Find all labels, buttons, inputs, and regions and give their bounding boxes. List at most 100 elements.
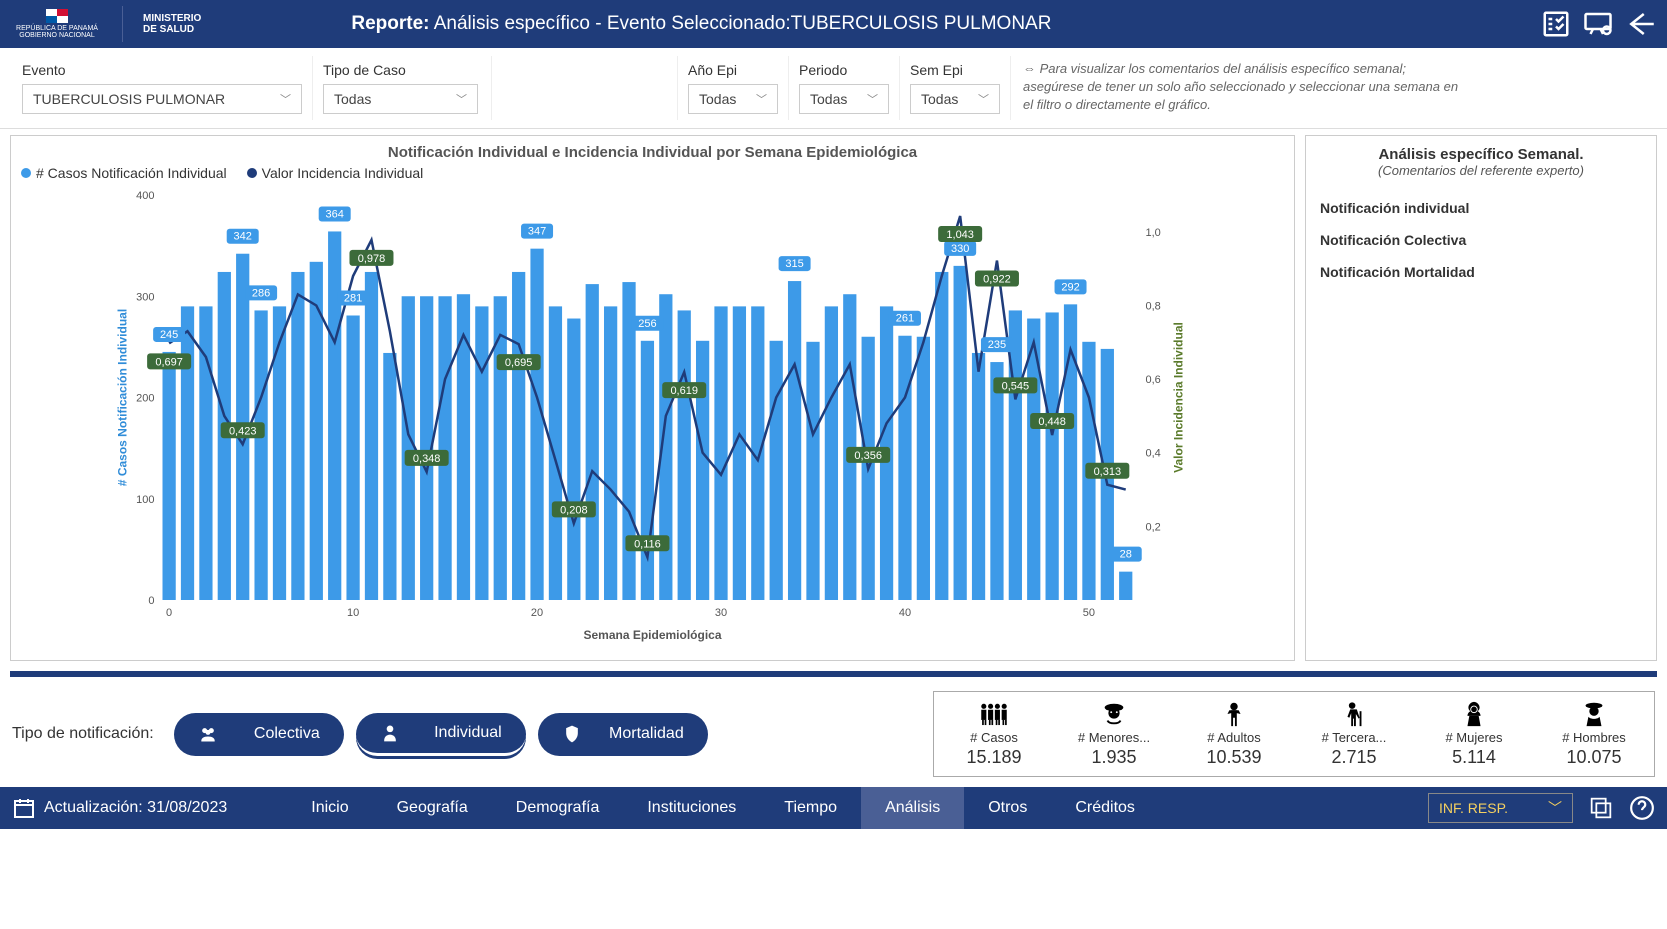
side-item[interactable]: Notificación Mortalidad [1320, 256, 1642, 288]
svg-text:342: 342 [234, 231, 252, 243]
chart-legend: # Casos Notificación Individual Valor In… [21, 165, 1284, 181]
nav-tab-tiempo[interactable]: Tiempo [760, 787, 861, 829]
svg-text:0,978: 0,978 [358, 253, 386, 265]
svg-text:0: 0 [148, 595, 154, 607]
chevron-down-icon: ﹀ [978, 91, 989, 107]
svg-text:281: 281 [344, 292, 362, 304]
svg-text:# Casos Notificación Individua: # Casos Notificación Individual [116, 309, 130, 486]
svg-text:0,8: 0,8 [1146, 300, 1161, 312]
svg-text:200: 200 [136, 393, 154, 405]
chevron-down-icon: ﹀ [456, 91, 467, 107]
sem-select[interactable]: Todas﹀ [910, 84, 1000, 114]
svg-text:0,4: 0,4 [1146, 448, 1161, 460]
svg-text:0,116: 0,116 [634, 538, 661, 550]
nav-tabs: InicioGeografíaDemografíaInstitucionesTi… [287, 787, 1159, 829]
nav-category-select[interactable]: INF. RESP.﹀ [1428, 793, 1573, 823]
svg-text:0,356: 0,356 [854, 450, 882, 462]
filter-hint: ⇔ Para visualizar los comentarios del an… [1011, 56, 1471, 120]
layers-icon[interactable] [1587, 794, 1615, 822]
svg-text:256: 256 [638, 318, 656, 330]
chevron-down-icon: ﹀ [867, 91, 878, 107]
ministry-label: MINISTERIO DE SALUD [143, 13, 201, 35]
ano-select[interactable]: Todas﹀ [688, 84, 778, 114]
bottom-row: Tipo de notificación: Colectiva Individua… [0, 681, 1667, 787]
svg-text:261: 261 [896, 313, 914, 325]
svg-text:40: 40 [899, 607, 911, 619]
notif-label: Tipo de notificación: [12, 725, 154, 743]
svg-text:0,208: 0,208 [560, 504, 588, 516]
present-icon[interactable] [1583, 9, 1613, 39]
side-item[interactable]: Notificación Colectiva [1320, 224, 1642, 256]
logo-area: REPÚBLICA DE PANAMÁ GOBIERNO NACIONAL MI… [12, 0, 201, 48]
stat-male: # Hombres10.075 [1534, 700, 1654, 768]
evento-select[interactable]: TUBERCULOSIS PULMONAR﹀ [22, 84, 302, 114]
nav-right: INF. RESP.﹀ [1428, 793, 1655, 823]
stat-child: # Menores...1.935 [1054, 700, 1174, 768]
legend-bars[interactable]: # Casos Notificación Individual [21, 165, 227, 181]
svg-text:315: 315 [785, 258, 803, 270]
top-header: REPÚBLICA DE PANAMÁ GOBIERNO NACIONAL MI… [0, 0, 1667, 48]
filter-bar: Evento TUBERCULOSIS PULMONAR﹀ Tipo de Ca… [0, 48, 1667, 129]
notif-pill-mortalidad[interactable]: Mortalidad [538, 713, 708, 756]
svg-text:0,545: 0,545 [1002, 380, 1030, 392]
chevron-down-icon: ﹀ [756, 91, 767, 107]
side-item[interactable]: Notificación individual [1320, 192, 1642, 224]
filter-ano: Año Epi Todas﹀ [677, 56, 788, 120]
analysis-side-panel: Análisis específico Semanal. (Comentario… [1305, 135, 1657, 661]
legend-dot-icon [247, 168, 257, 178]
gov-line1: REPÚBLICA DE PANAMÁ [16, 25, 98, 32]
back-arrow-icon[interactable] [1625, 9, 1655, 39]
svg-text:0,697: 0,697 [155, 356, 183, 368]
top-icons [1541, 9, 1655, 39]
side-title: Análisis específico Semanal. [1320, 146, 1642, 163]
svg-text:292: 292 [1061, 281, 1079, 293]
svg-text:20: 20 [531, 607, 543, 619]
svg-text:28: 28 [1120, 549, 1132, 561]
legend-line[interactable]: Valor Incidencia Individual [247, 165, 424, 181]
filter-sem: Sem Epi Todas﹀ [899, 56, 1011, 120]
divider [122, 6, 123, 42]
gov-line2: GOBIERNO NACIONAL [19, 32, 94, 39]
update-date: Actualización: 31/08/2023 [12, 796, 227, 820]
nav-tab-inicio[interactable]: Inicio [287, 787, 372, 829]
svg-text:330: 330 [951, 243, 969, 255]
svg-text:0,313: 0,313 [1094, 466, 1122, 478]
svg-text:Valor Incidencia Individual: Valor Incidencia Individual [1172, 322, 1186, 473]
nav-tab-análisis[interactable]: Análisis [861, 787, 964, 829]
nav-tab-demografía[interactable]: Demografía [492, 787, 624, 829]
notif-pill-individual[interactable]: Individual [356, 713, 526, 756]
svg-text:0,423: 0,423 [229, 425, 257, 437]
nav-tab-otros[interactable]: Otros [964, 787, 1051, 829]
nav-tab-créditos[interactable]: Créditos [1051, 787, 1159, 829]
calendar-icon [12, 796, 36, 820]
svg-text:0,448: 0,448 [1038, 416, 1066, 428]
separator-bar [10, 671, 1657, 677]
svg-text:0,2: 0,2 [1146, 521, 1161, 533]
stat-adult: # Adultos10.539 [1174, 700, 1294, 768]
svg-text:10: 10 [347, 607, 359, 619]
filter-periodo: Periodo Todas﹀ [788, 56, 899, 120]
svg-text:1,0: 1,0 [1146, 227, 1161, 239]
stat-female: # Mujeres5.114 [1414, 700, 1534, 768]
checklist-icon[interactable] [1541, 9, 1571, 39]
combo-chart[interactable]: 01002003004000,20,40,60,81,0010203040502… [21, 185, 1284, 645]
help-icon[interactable] [1629, 795, 1655, 821]
bottom-navbar: Actualización: 31/08/2023 InicioGeografí… [0, 787, 1667, 829]
periodo-select[interactable]: Todas﹀ [799, 84, 889, 114]
nav-tab-geografía[interactable]: Geografía [373, 787, 492, 829]
notif-pill-colectiva[interactable]: Colectiva [174, 713, 344, 756]
page-title: Reporte: Análisis específico - Evento Se… [201, 13, 1541, 35]
svg-text:347: 347 [528, 226, 546, 238]
svg-text:1,043: 1,043 [946, 229, 974, 241]
chart-panel: Notificación Individual e Incidencia Ind… [10, 135, 1295, 661]
svg-text:50: 50 [1083, 607, 1095, 619]
tipo-caso-select[interactable]: Todas﹀ [323, 84, 478, 114]
svg-text:400: 400 [136, 190, 154, 202]
svg-text:0,348: 0,348 [413, 453, 441, 465]
nav-tab-instituciones[interactable]: Instituciones [623, 787, 760, 829]
svg-text:286: 286 [252, 287, 270, 299]
filter-evento: Evento TUBERCULOSIS PULMONAR﹀ [12, 56, 312, 120]
svg-text:0,695: 0,695 [505, 357, 533, 369]
flag-icon [46, 9, 68, 23]
svg-text:30: 30 [715, 607, 727, 619]
